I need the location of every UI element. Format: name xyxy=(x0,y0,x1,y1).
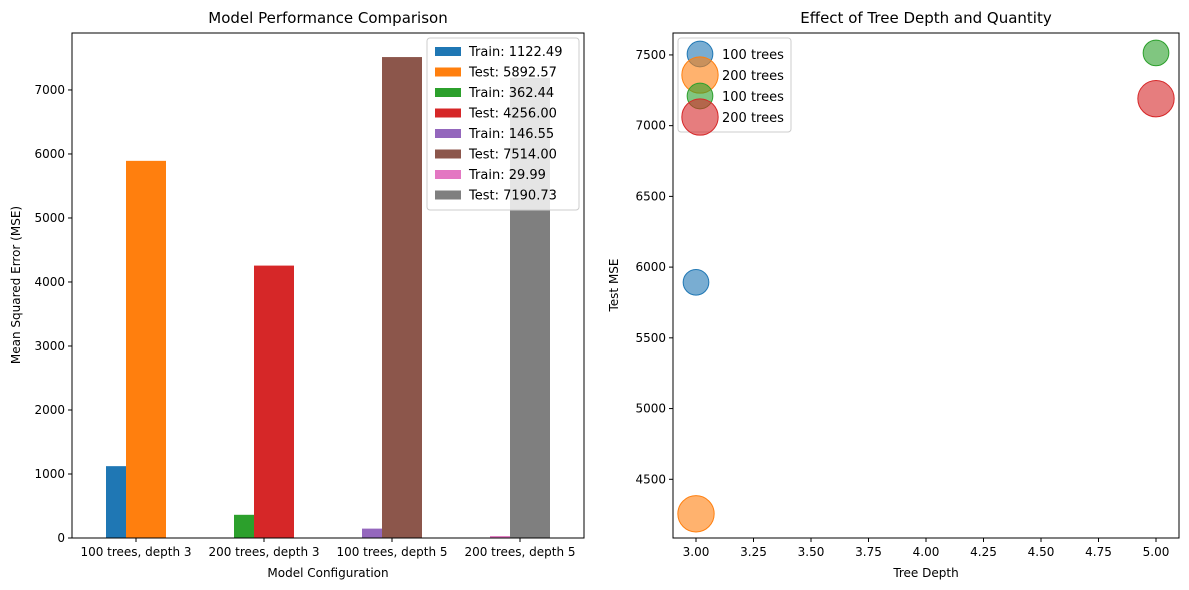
bar-legend-swatch xyxy=(435,47,461,56)
bar-train-1 xyxy=(234,514,254,538)
scatter-xtick-label: 3.25 xyxy=(740,545,767,559)
bar-ytick-label: 1000 xyxy=(34,467,65,481)
scatter-ytick-label: 4500 xyxy=(635,472,666,486)
scatter-xtick-label: 5.00 xyxy=(1143,545,1170,559)
scatter-ytick-label: 5500 xyxy=(635,331,666,345)
bar-chart-frame xyxy=(71,32,585,539)
scatter-legend-entry: 200 trees xyxy=(722,111,784,126)
bar-chart-ticks: 0 1000 2000 3000 4000 5000 6000 7000 100 trees, … xyxy=(34,83,575,559)
scatter-chart-ylabel: Test MSE xyxy=(607,259,621,313)
scatter-ytick-label: 6500 xyxy=(635,189,666,203)
bar-test-0 xyxy=(126,160,166,538)
scatter-xtick-label: 3.75 xyxy=(855,545,882,559)
bar-legend-entry: Train: 146.55 xyxy=(468,127,554,142)
bar-train-2 xyxy=(362,528,382,538)
scatter-ytick-label: 7500 xyxy=(635,48,666,62)
scatter-ytick-label: 7000 xyxy=(635,119,666,133)
scatter-legend-entry: 100 trees xyxy=(722,90,784,105)
scatter-ytick-label: 6000 xyxy=(635,260,666,274)
scatter-point-1 xyxy=(677,495,715,533)
bar-legend-swatch xyxy=(435,67,461,77)
bar-chart-ylabel: Mean Squared Error (MSE) xyxy=(9,206,23,364)
scatter-chart-panel: Effect of Tree Depth and Quantity 3.00 3.… xyxy=(607,9,1180,580)
bar-ytick-label: 2000 xyxy=(34,403,65,417)
scatter-xtick-label: 4.00 xyxy=(913,545,940,559)
bar-legend-swatch xyxy=(435,88,461,97)
bar-xtick-label: 100 trees, depth 3 xyxy=(80,545,191,559)
bar-legend-swatch xyxy=(435,190,461,200)
scatter-chart-legend: 100 trees 200 trees 100 trees 200 trees xyxy=(677,37,792,136)
scatter-xtick-label: 4.50 xyxy=(1028,545,1055,559)
bar-legend-entry: Test: 4256.00 xyxy=(468,107,557,122)
scatter-chart-xlabel: Tree Depth xyxy=(892,566,958,580)
bar-train-3 xyxy=(490,536,510,538)
bar-ytick-label: 3000 xyxy=(34,339,65,353)
bar-xtick-label: 200 trees, depth 5 xyxy=(464,545,575,559)
bar-legend-swatch xyxy=(435,170,461,179)
scatter-xtick-label: 4.25 xyxy=(970,545,997,559)
bar-chart-title: Model Performance Comparison xyxy=(208,9,447,27)
bar-legend-entry: Train: 1122.49 xyxy=(468,45,562,60)
bar-xtick-label: 100 trees, depth 5 xyxy=(336,545,447,559)
scatter-chart-ticks: 3.00 3.25 3.50 3.75 4.00 4.25 4.50 4.75 5.00 4500… xyxy=(635,48,1169,559)
bar-legend-box xyxy=(426,37,580,211)
scatter-legend-entry: 100 trees xyxy=(722,48,784,63)
bar-ytick-label: 6000 xyxy=(34,147,65,161)
scatter-point-3 xyxy=(1137,80,1175,118)
bar-chart-panel: Model Performance Comparison 0 1000 2000 30… xyxy=(9,9,585,580)
bar-ytick-label: 0 xyxy=(57,531,65,545)
bar-legend-entry: Train: 29.99 xyxy=(468,168,546,183)
bar-xtick-label: 200 trees, depth 3 xyxy=(208,545,319,559)
bar-legend-entry: Test: 5892.57 xyxy=(468,66,557,81)
bar-train-0 xyxy=(106,466,126,538)
bar-legend-swatch xyxy=(435,129,461,138)
scatter-point-0 xyxy=(682,268,710,296)
bar-legend-entry: Train: 362.44 xyxy=(468,86,554,101)
bar-ytick-label: 7000 xyxy=(34,83,65,97)
scatter-xtick-label: 4.75 xyxy=(1085,545,1112,559)
scatter-chart-title: Effect of Tree Depth and Quantity xyxy=(800,9,1052,27)
bar-test-1 xyxy=(254,265,294,538)
scatter-ytick-label: 5000 xyxy=(635,402,666,416)
scatter-point-2 xyxy=(1142,39,1170,67)
bar-test-2 xyxy=(382,57,422,538)
scatter-xtick-label: 3.00 xyxy=(683,545,710,559)
scatter-xtick-label: 3.50 xyxy=(798,545,825,559)
bar-legend-entry: Test: 7514.00 xyxy=(468,148,557,163)
bar-legend-swatch xyxy=(435,149,461,159)
bar-ytick-label: 5000 xyxy=(34,211,65,225)
bar-legend-entry: Test: 7190.73 xyxy=(468,189,557,204)
scatter-legend-entry: 200 trees xyxy=(722,69,784,84)
scatter-chart-content xyxy=(677,39,1175,533)
bar-chart-xlabel: Model Configuration xyxy=(267,566,388,580)
bar-legend-swatch xyxy=(435,108,461,118)
scatter-legend-marker xyxy=(681,98,719,136)
bar-chart-legend: Train: 1122.49 Test: 5892.57 Train: 362.44… xyxy=(426,37,580,211)
bar-ytick-label: 4000 xyxy=(34,275,65,289)
